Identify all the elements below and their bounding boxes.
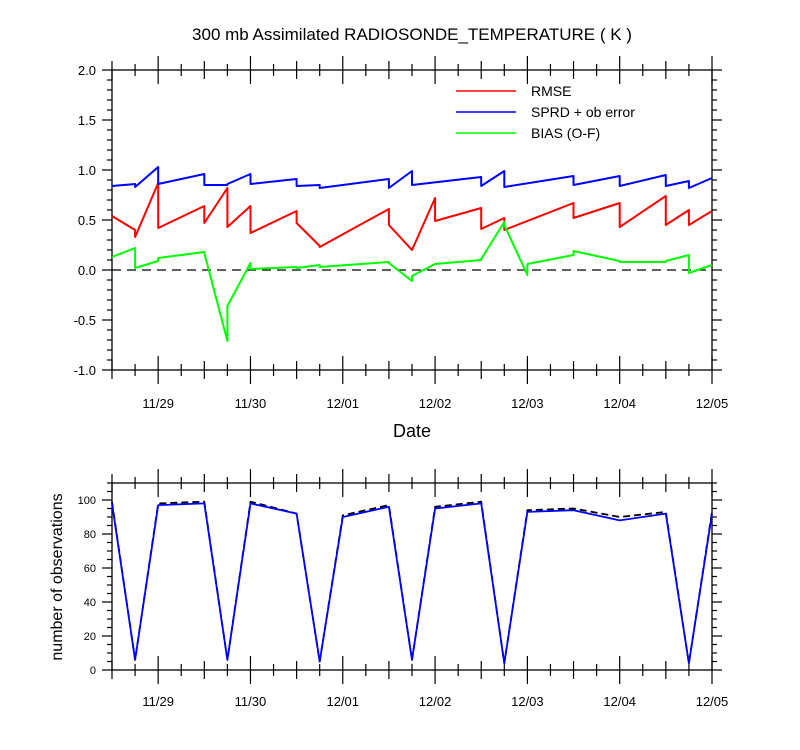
series-possible-obs-line bbox=[111, 500, 713, 665]
y-tick-label: 100 bbox=[78, 495, 96, 507]
x-tick-label: 11/30 bbox=[235, 396, 267, 411]
x-tick-label: 12/04 bbox=[603, 396, 636, 411]
legend-label-rmse: RMSE bbox=[531, 83, 571, 99]
x-axis-label: Date bbox=[393, 421, 431, 441]
x-tick-label: 11/30 bbox=[235, 694, 267, 709]
bottom-y-axis-label: number of observations bbox=[49, 493, 66, 660]
bottom-axes: 0 20 40 60 80 100 11/29 11/30 12/01 12/02 12/03 12/… bbox=[78, 469, 729, 709]
series-used-obs-line bbox=[111, 502, 713, 665]
legend-label-bias: BIAS (O-F) bbox=[531, 125, 600, 141]
x-tick-label: 12/05 bbox=[696, 396, 729, 411]
series-rmse-line bbox=[111, 182, 713, 251]
series-bias-line bbox=[111, 221, 713, 342]
top-axes: -1.0 -0.5 0.0 0.5 1.0 1.5 2.0 11/29 11/30 12/01 12… bbox=[74, 56, 729, 411]
top-series-group bbox=[111, 166, 713, 342]
y-tick-label: 1.0 bbox=[78, 163, 96, 178]
x-tick-label: 12/05 bbox=[696, 694, 729, 709]
x-tick-label: 12/01 bbox=[326, 694, 359, 709]
x-tick-label: 12/01 bbox=[326, 396, 359, 411]
y-tick-label: 1.5 bbox=[78, 113, 96, 128]
x-tick-label: 12/02 bbox=[419, 694, 452, 709]
x-tick-label: 12/03 bbox=[511, 694, 544, 709]
bottom-series-group bbox=[111, 500, 713, 665]
x-tick-label: 11/29 bbox=[142, 396, 174, 411]
x-tick-label: 12/04 bbox=[603, 694, 636, 709]
y-tick-label: 0 bbox=[90, 665, 96, 677]
y-tick-label: 20 bbox=[84, 631, 96, 643]
y-tick-label: -1.0 bbox=[74, 363, 96, 378]
chart-title: 300 mb Assimilated RADIOSONDE_TEMPERATUR… bbox=[192, 25, 632, 44]
y-tick-label: 40 bbox=[84, 597, 96, 609]
y-tick-label: 2.0 bbox=[78, 63, 96, 78]
legend-label-sprd: SPRD + ob error bbox=[531, 104, 635, 120]
y-tick-label: 80 bbox=[84, 529, 96, 541]
x-tick-label: 11/29 bbox=[142, 694, 174, 709]
y-tick-label: 60 bbox=[84, 563, 96, 575]
bottom-plot-frame bbox=[111, 482, 713, 671]
y-tick-label: -0.5 bbox=[74, 313, 96, 328]
y-tick-label: 0.0 bbox=[78, 263, 96, 278]
y-tick-label: 0.5 bbox=[78, 213, 96, 228]
x-tick-label: 12/02 bbox=[419, 396, 452, 411]
series-sprd-line bbox=[111, 166, 713, 189]
x-tick-label: 12/03 bbox=[511, 396, 544, 411]
legend: RMSE SPRD + ob error BIAS (O-F) bbox=[456, 83, 635, 141]
